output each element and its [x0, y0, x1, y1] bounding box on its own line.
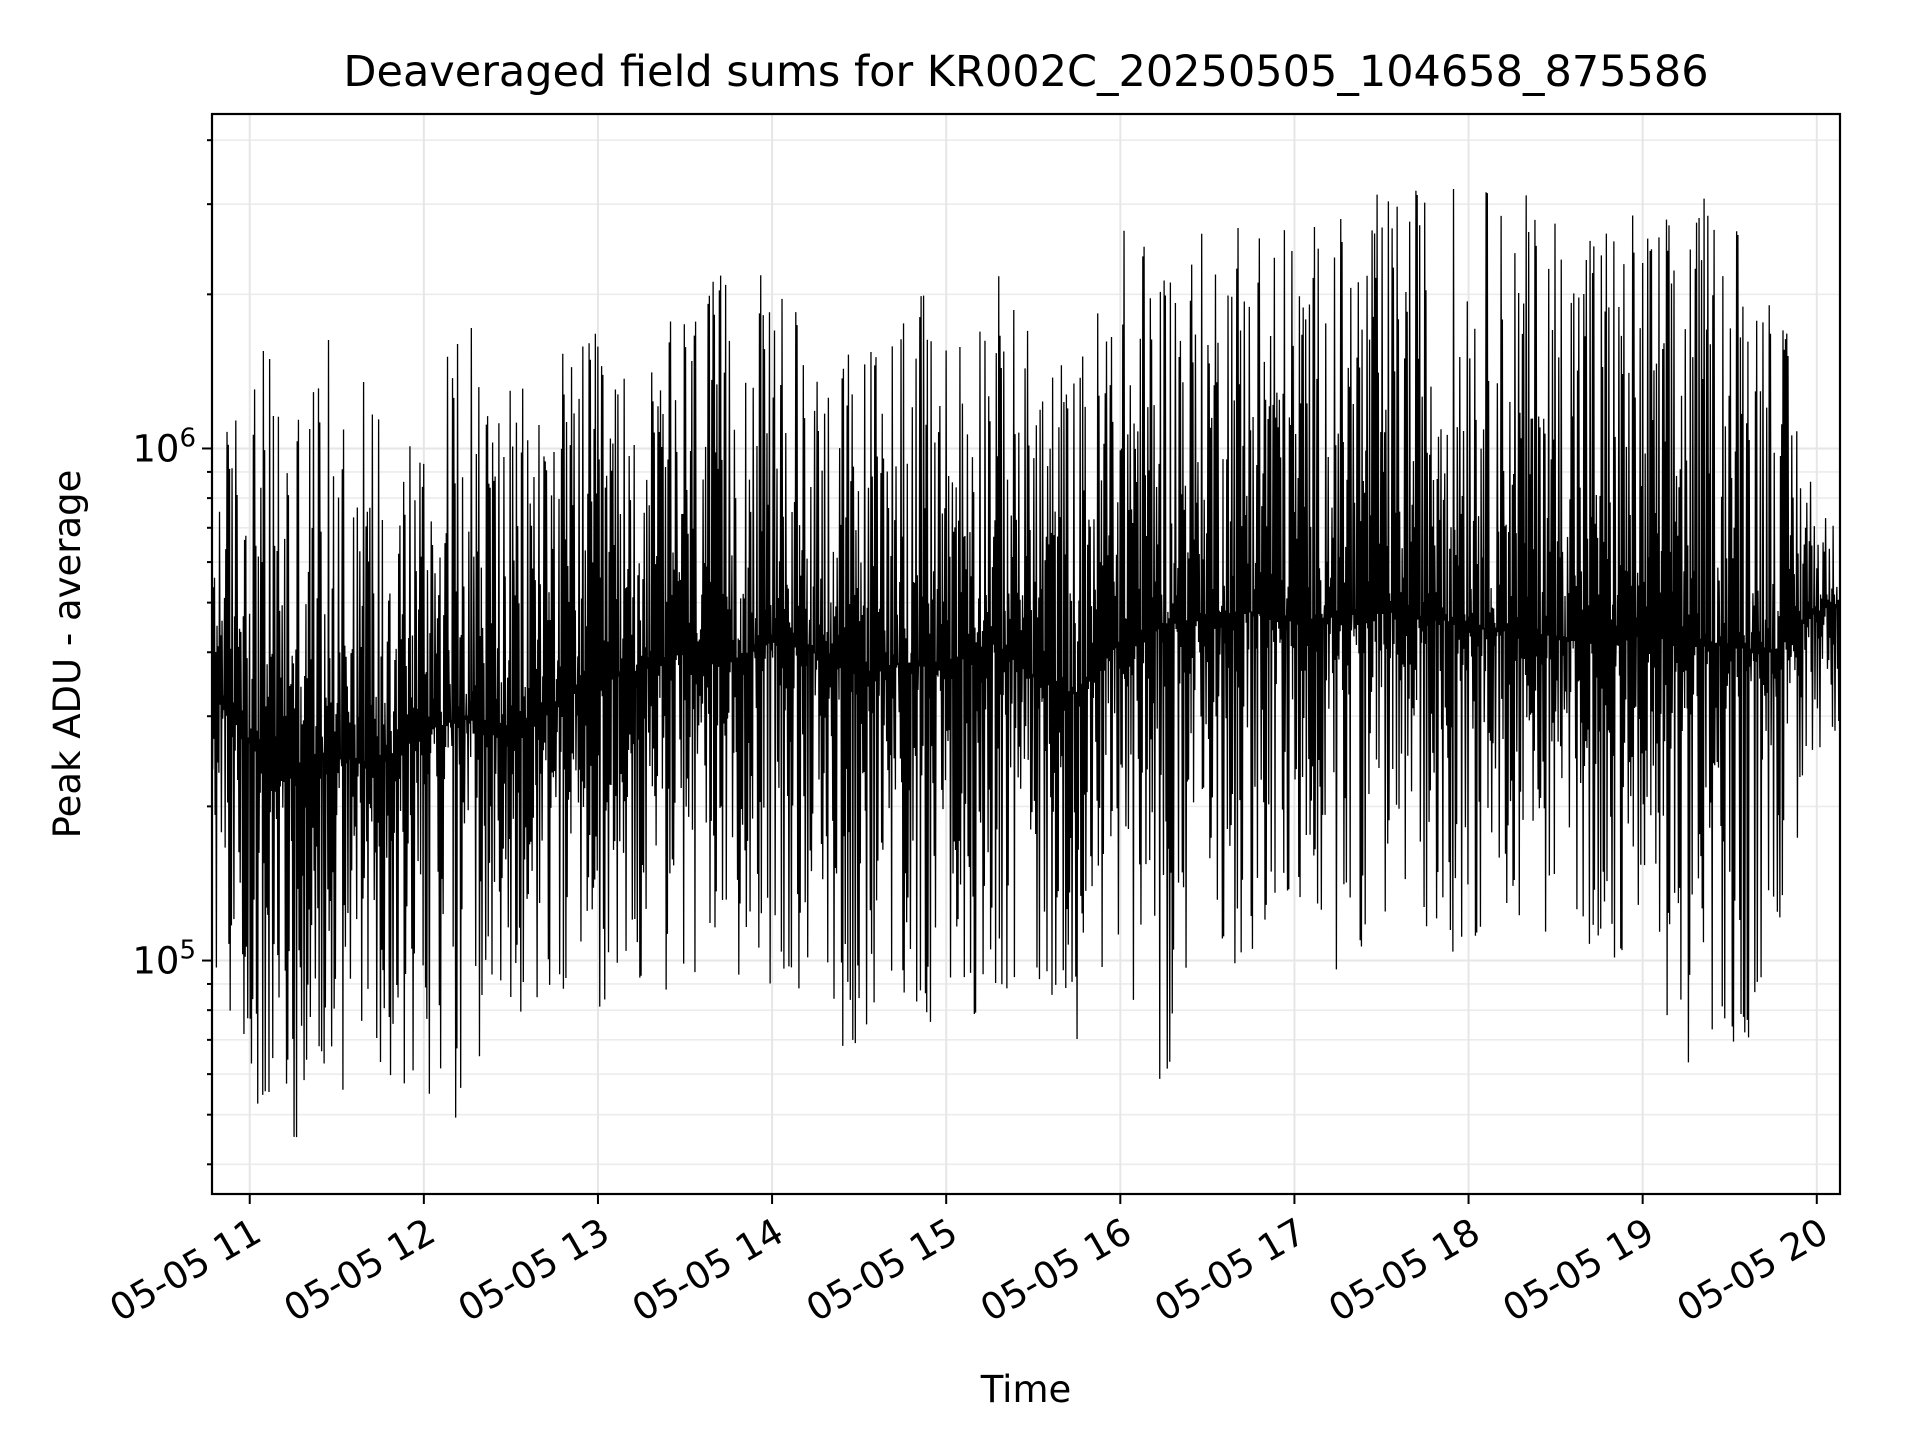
x-tick-label: 05-05 19 [1496, 1210, 1662, 1330]
series-layer [211, 189, 1841, 1138]
x-tick-label: 05-05 12 [277, 1210, 443, 1330]
x-tick-label: 05-05 16 [973, 1210, 1139, 1330]
plot-frame [210, 112, 1842, 1196]
chart-title: Deaveraged field sums for KR002C_2025050… [343, 47, 1708, 97]
x-axis-label: Time [980, 1368, 1072, 1411]
y-tick-label: 106 [132, 423, 196, 470]
x-tick-label: 05-05 20 [1670, 1210, 1836, 1330]
x-tick-label: 05-05 18 [1321, 1210, 1487, 1330]
x-tick-label: 05-05 15 [799, 1210, 965, 1330]
y-tick-label: 105 [132, 936, 196, 983]
x-tick-label: 05-05 17 [1147, 1210, 1313, 1330]
y-axis-label: Peak ADU - average [46, 470, 89, 839]
series-line [211, 189, 1841, 1138]
x-tick-label: 05-05 11 [103, 1210, 269, 1330]
x-tick-label: 05-05 14 [625, 1210, 791, 1330]
x-tick-label: 05-05 13 [451, 1210, 617, 1330]
